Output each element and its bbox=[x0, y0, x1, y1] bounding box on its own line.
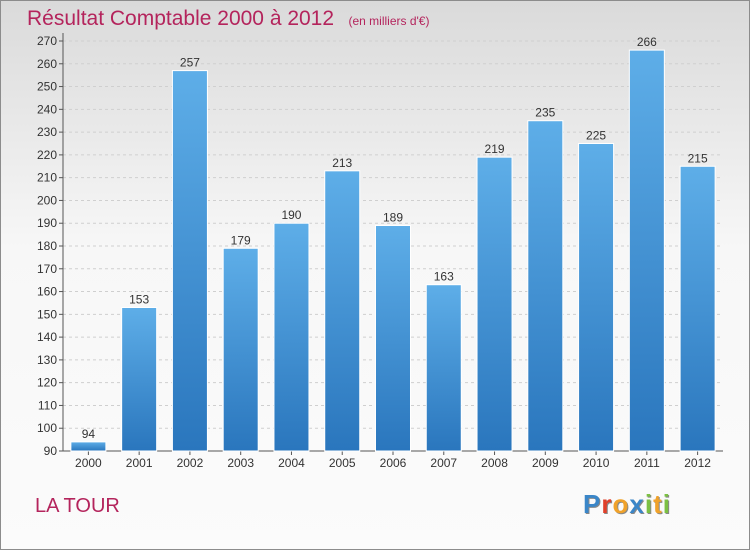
bar bbox=[628, 49, 665, 452]
bar-value-label: 179 bbox=[231, 233, 251, 247]
x-tick-label: 2001 bbox=[126, 456, 153, 470]
x-tick-label: 2009 bbox=[532, 456, 559, 470]
chart-subtitle: (en milliers d'€) bbox=[348, 14, 430, 28]
location-name: LA TOUR bbox=[35, 495, 120, 517]
logo-letter: i bbox=[662, 489, 671, 519]
logo-letter: o bbox=[612, 489, 630, 519]
logo-letter: P bbox=[583, 489, 602, 519]
bar-value-label: 94 bbox=[82, 427, 96, 441]
x-tick-label: 2010 bbox=[583, 456, 610, 470]
logo-letter: i bbox=[644, 489, 654, 519]
y-tick-label: 270 bbox=[37, 34, 57, 48]
bar-value-label: 225 bbox=[586, 129, 606, 143]
bar bbox=[222, 247, 259, 452]
y-tick-label: 140 bbox=[37, 330, 57, 344]
x-tick-label: 2008 bbox=[481, 456, 508, 470]
y-tick-label: 90 bbox=[44, 444, 58, 458]
x-tick-label: 2012 bbox=[684, 456, 711, 470]
bar-value-label: 190 bbox=[281, 208, 301, 222]
logo-letter: t bbox=[653, 489, 663, 519]
y-tick-label: 120 bbox=[37, 376, 57, 390]
bar-value-label: 163 bbox=[434, 270, 454, 284]
chart-title: Résultat Comptable 2000 à 2012 bbox=[27, 7, 335, 30]
x-tick-label: 2005 bbox=[329, 456, 356, 470]
y-tick-label: 130 bbox=[37, 353, 57, 367]
y-tick-label: 190 bbox=[37, 216, 57, 230]
y-tick-label: 170 bbox=[37, 262, 57, 276]
bar bbox=[476, 156, 513, 452]
y-tick-label: 200 bbox=[37, 193, 57, 207]
y-tick-label: 210 bbox=[37, 171, 57, 185]
bar-value-label: 189 bbox=[383, 211, 403, 225]
proxiti-logo: Proxiti bbox=[583, 489, 671, 520]
bar bbox=[171, 70, 208, 452]
x-tick-label: 2004 bbox=[278, 456, 305, 470]
x-tick-label: 2003 bbox=[227, 456, 254, 470]
x-tick-label: 2002 bbox=[177, 456, 204, 470]
x-tick-label: 2000 bbox=[75, 456, 102, 470]
bar-value-label: 219 bbox=[485, 142, 505, 156]
bar bbox=[527, 120, 564, 452]
bar bbox=[679, 165, 716, 452]
title-row: Résultat Comptable 2000 à 2012 (en milli… bbox=[27, 7, 429, 31]
logo-letter: r bbox=[601, 489, 613, 519]
y-tick-label: 180 bbox=[37, 239, 57, 253]
bar-value-label: 213 bbox=[332, 156, 352, 170]
y-tick-label: 220 bbox=[37, 148, 57, 162]
y-tick-label: 150 bbox=[37, 307, 57, 321]
bar bbox=[324, 170, 361, 452]
x-tick-label: 2006 bbox=[380, 456, 407, 470]
bar-value-label: 215 bbox=[688, 151, 708, 165]
y-tick-label: 110 bbox=[38, 398, 57, 412]
y-tick-label: 260 bbox=[37, 57, 57, 71]
y-tick-label: 160 bbox=[37, 285, 57, 299]
y-tick-label: 230 bbox=[37, 125, 57, 139]
bar-value-label: 153 bbox=[129, 293, 149, 307]
bar bbox=[578, 143, 615, 452]
bar bbox=[375, 225, 411, 452]
x-tick-label: 2007 bbox=[430, 456, 457, 470]
bar-value-label: 235 bbox=[535, 106, 555, 120]
y-tick-label: 240 bbox=[37, 102, 57, 116]
y-tick-label: 250 bbox=[37, 80, 57, 94]
bar bbox=[273, 222, 310, 452]
bar bbox=[425, 284, 462, 452]
logo-letter: x bbox=[629, 489, 645, 519]
bar bbox=[121, 307, 158, 452]
bar-value-label: 257 bbox=[180, 56, 200, 70]
bar-value-label: 266 bbox=[637, 35, 657, 49]
bar bbox=[70, 441, 107, 452]
x-tick-label: 2011 bbox=[634, 456, 660, 470]
y-tick-label: 100 bbox=[37, 421, 57, 435]
